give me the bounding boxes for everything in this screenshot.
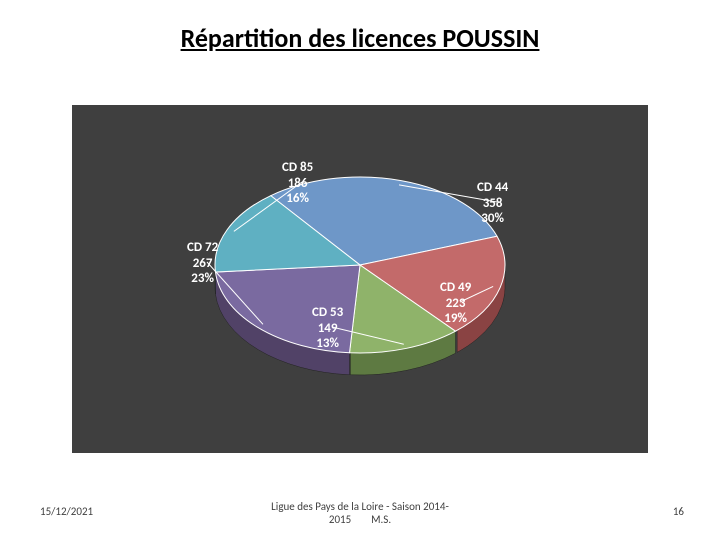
footer-center: Ligue des Pays de la Loire - Saison 2014… [0, 500, 720, 526]
pie-slice-label: CD 44 358 30% [477, 180, 508, 227]
pie-slice-label: CD 72 267 23% [187, 240, 218, 287]
pie-chart: CD 44 358 30% CD 49 223 19% CD 53 149 13% C… [72, 105, 648, 453]
pie-slice-label: CD 85 186 16% [282, 160, 313, 207]
pie-slice-label: CD 53 149 13% [312, 305, 343, 352]
pie-slice-label: CD 49 223 19% [440, 280, 471, 327]
page-title: Répartition des licences POUSSIN [0, 22, 720, 54]
footer-page: 16 [673, 505, 684, 518]
